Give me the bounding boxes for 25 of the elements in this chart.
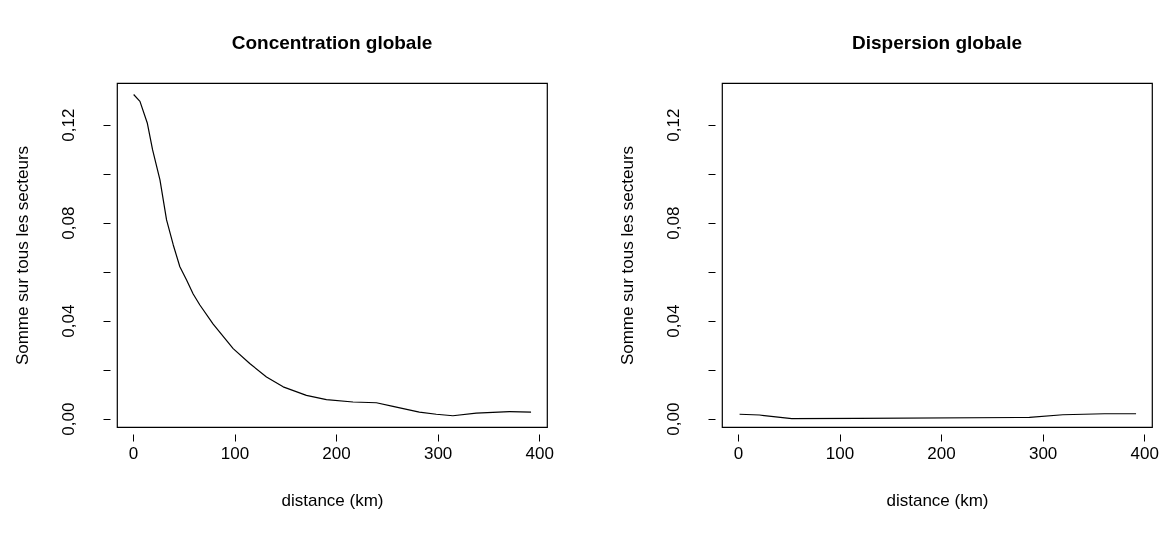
line-series [133,93,532,417]
x-tick-label: 200 [927,443,956,463]
x-tick-label: 300 [423,443,453,463]
chart-title: Dispersion globale [852,32,1022,53]
x-axis-title: distance (km) [281,490,384,510]
x-tick-label: 400 [525,443,554,463]
y-tick-label: 0,12 [663,108,683,142]
x-tick-label: 300 [1028,443,1058,463]
x-tick-label: 100 [825,443,855,463]
x-tick-label: 100 [220,443,250,463]
x-tick-label: 0 [733,443,744,463]
y-tick-label: 0,04 [58,304,78,338]
y-axis-title: Somme sur tous les secteurs [12,145,32,366]
y-axis-title: Somme sur tous les secteurs [617,145,637,366]
x-axis-title: distance (km) [886,490,989,510]
y-tick-label: 0,08 [663,206,683,240]
y-tick-label: 0,12 [58,108,78,142]
y-tick-label: 0,00 [58,402,78,436]
x-tick-label: 0 [128,443,139,463]
y-tick-label: 0,00 [663,402,683,436]
y-tick-label: 0,04 [663,304,683,338]
x-tick-label: 400 [1130,443,1159,463]
x-tick-label: 200 [322,443,351,463]
chart-title: Concentration globale [231,32,433,53]
y-tick-label: 0,08 [58,206,78,240]
